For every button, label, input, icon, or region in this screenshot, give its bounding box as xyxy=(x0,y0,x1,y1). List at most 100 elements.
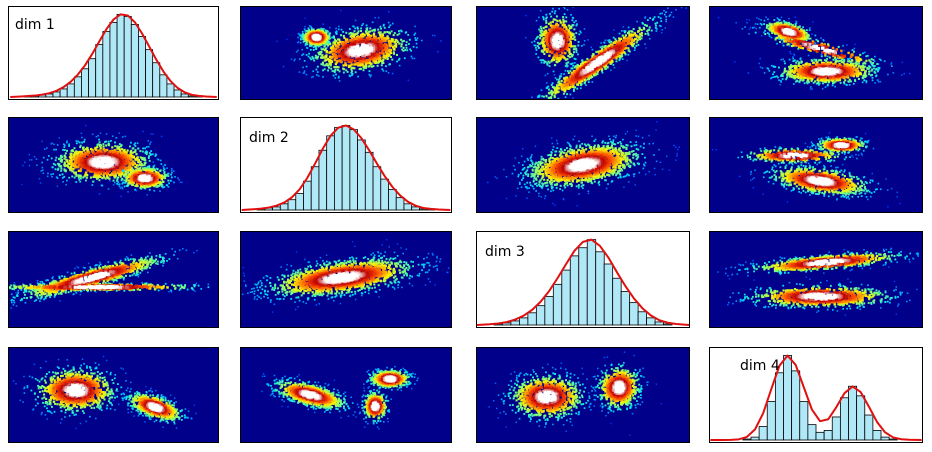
scatter-point xyxy=(312,28,315,31)
scatter-point xyxy=(572,80,576,83)
scatter-point xyxy=(362,65,365,68)
scatter-point xyxy=(328,33,331,35)
scatter-point xyxy=(336,68,339,71)
scatter-point xyxy=(857,62,860,65)
scatter-point xyxy=(311,76,313,79)
scatter-point xyxy=(370,43,374,47)
scatter-point xyxy=(634,38,637,41)
scatter-point xyxy=(628,30,631,33)
scatter-point xyxy=(324,47,327,50)
scatter-point xyxy=(86,174,89,177)
scatter-point xyxy=(892,72,895,74)
scatter-point xyxy=(140,164,143,167)
scatter-point xyxy=(555,23,558,27)
scatter-point xyxy=(813,47,816,51)
scatter-point xyxy=(627,53,630,56)
scatter-point xyxy=(127,191,129,193)
scatter-point xyxy=(636,39,639,42)
scatter-point xyxy=(396,39,399,42)
scatter-point xyxy=(792,60,795,62)
scatter-point xyxy=(604,48,607,52)
scatter-point xyxy=(312,70,315,73)
scatter-point xyxy=(66,149,68,152)
histogram-bar xyxy=(95,44,104,98)
scatter-point xyxy=(880,59,882,62)
scatter-point xyxy=(874,82,876,84)
scatter-point xyxy=(770,64,773,67)
scatter-point xyxy=(323,56,327,59)
scatter-point xyxy=(619,51,622,55)
scatter-point xyxy=(761,67,764,69)
scatter-point xyxy=(652,17,655,20)
scatter-point xyxy=(562,21,565,24)
scatter-point xyxy=(556,45,560,49)
scatter-point xyxy=(125,177,128,180)
scatter-point xyxy=(141,158,144,161)
scatter-point xyxy=(72,158,76,161)
scatter-point xyxy=(793,83,795,85)
scatter-point xyxy=(63,157,66,160)
scatter-point xyxy=(780,22,783,25)
scatter-point xyxy=(401,40,404,43)
scatter-point xyxy=(566,9,569,11)
scatter-point xyxy=(854,56,858,59)
scatter-point xyxy=(632,42,636,45)
scatter-point xyxy=(791,38,794,41)
scatter-point xyxy=(578,33,581,36)
scatter-point xyxy=(870,58,873,61)
scatter-point xyxy=(41,161,43,164)
scatter-point xyxy=(642,26,645,29)
scatter-point xyxy=(586,57,589,60)
scatter-point xyxy=(387,37,390,40)
scatter-point xyxy=(787,43,790,46)
scatter-point xyxy=(372,35,376,39)
scatter-point xyxy=(877,66,880,69)
scatter-point xyxy=(548,65,551,68)
scatter-point xyxy=(99,132,102,134)
scatter-point xyxy=(583,40,586,42)
scatter-point xyxy=(869,60,872,63)
scatter-point xyxy=(838,64,841,67)
scatter-point xyxy=(143,185,146,188)
scatter-point xyxy=(321,31,325,34)
scatter-point xyxy=(794,25,797,28)
scatter-point xyxy=(581,79,584,82)
scatter-point xyxy=(362,48,366,52)
scatter-point xyxy=(351,74,353,77)
scatter-point xyxy=(367,58,371,62)
scatter-point xyxy=(816,61,819,64)
scatter-point xyxy=(90,147,93,151)
scatter-point xyxy=(118,173,121,177)
scatter-point xyxy=(823,70,827,74)
scatter-point xyxy=(76,152,79,155)
scatter-point xyxy=(553,12,556,15)
scatter-point xyxy=(842,61,845,64)
scatter-point xyxy=(377,37,381,40)
scatter-point xyxy=(357,40,361,44)
scatter-point xyxy=(304,25,306,28)
scatter-point xyxy=(130,177,133,181)
scatter-point xyxy=(307,30,310,33)
histogram-bar xyxy=(173,89,182,98)
scatter-point xyxy=(831,70,835,73)
scatter-point xyxy=(377,31,380,34)
scatter-point xyxy=(847,66,850,69)
scatter-point xyxy=(170,169,173,172)
scatter-point xyxy=(56,144,59,146)
scatter-point xyxy=(381,68,384,71)
scatter-point xyxy=(326,39,329,42)
scatter-point xyxy=(800,75,804,78)
scatter-point xyxy=(827,63,830,66)
scatter-point xyxy=(132,181,135,184)
scatter-point xyxy=(157,158,160,161)
scatter-point xyxy=(79,174,82,177)
scatter-point xyxy=(340,46,344,50)
scatter-point xyxy=(92,175,95,178)
scatter-point xyxy=(370,62,373,65)
scatter-point xyxy=(404,31,407,34)
scatter-point xyxy=(540,27,543,30)
scatter-point xyxy=(55,176,58,179)
scatter-point xyxy=(46,147,48,149)
scatter-point xyxy=(120,179,123,182)
scatter-point xyxy=(365,24,368,27)
